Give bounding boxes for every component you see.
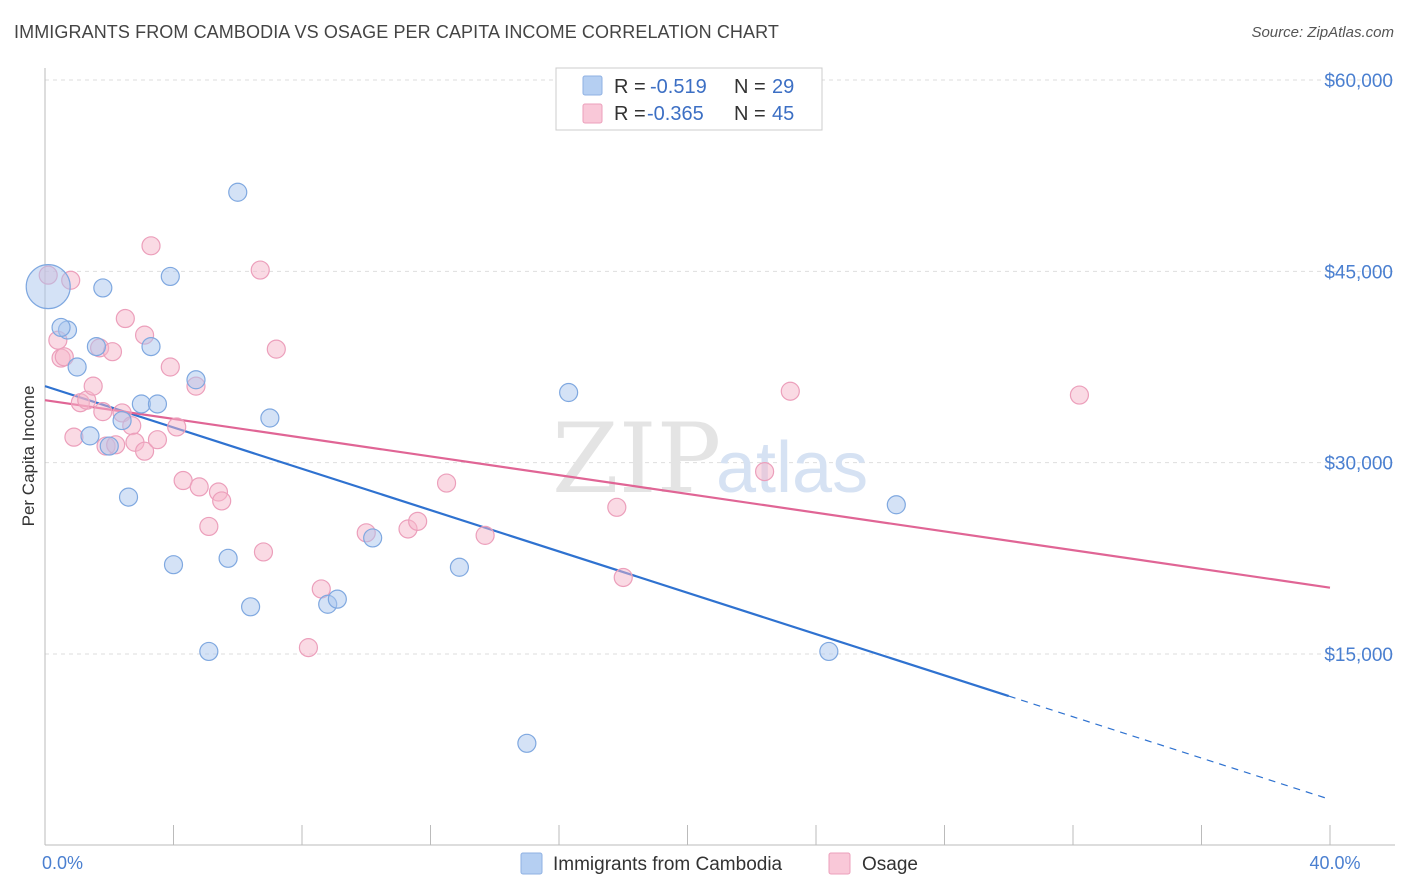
point-cambodia xyxy=(517,733,537,753)
point-cambodia xyxy=(160,266,180,287)
point-osage xyxy=(436,473,457,493)
point-osage xyxy=(189,477,209,497)
point-cambodia xyxy=(112,410,132,431)
point-osage xyxy=(475,525,495,545)
point-osage xyxy=(93,402,113,422)
point-cambodia xyxy=(141,336,161,357)
point-cambodia xyxy=(218,548,238,568)
x-tick-label: 0.0% xyxy=(42,853,83,873)
legend-n-value-osage: 45 xyxy=(772,103,794,125)
series-legend-swatch-cambodia xyxy=(520,852,543,875)
data-points xyxy=(25,182,1090,753)
point-cambodia xyxy=(241,597,261,617)
legend-n-label-cambodia: N = xyxy=(734,76,766,98)
series-legend: Immigrants from Cambodia Osage xyxy=(520,852,918,875)
watermark-zip: ZIP xyxy=(552,403,721,515)
point-cambodia xyxy=(147,394,168,414)
point-cambodia xyxy=(118,487,139,507)
legend-r-value-osage: -0.365 xyxy=(647,103,704,125)
x-tick-label: 40.0% xyxy=(1309,853,1360,873)
legend-r-label-osage: R = xyxy=(614,103,646,125)
trend-line-0 xyxy=(44,385,1010,698)
point-osage xyxy=(250,260,270,280)
point-osage xyxy=(212,491,232,511)
legend-r-label-cambodia: R = xyxy=(614,76,646,98)
legend-swatch-osage xyxy=(582,103,603,124)
x-tick-labels: 0.0% 40.0% xyxy=(42,853,1361,873)
y-tick-label: $60,000 xyxy=(1324,71,1393,92)
point-osage xyxy=(141,236,161,256)
point-osage xyxy=(253,542,274,562)
point-osage xyxy=(115,308,135,329)
point-cambodia xyxy=(93,278,113,298)
y-tick-label: $30,000 xyxy=(1324,454,1393,475)
point-cambodia xyxy=(186,370,206,390)
point-osage xyxy=(102,342,123,362)
legend-n-label-osage: N = xyxy=(734,103,766,125)
point-osage xyxy=(173,470,193,491)
point-cambodia xyxy=(163,555,184,575)
point-cambodia xyxy=(67,357,87,377)
point-cambodia xyxy=(449,557,470,577)
point-osage xyxy=(147,430,168,450)
point-cambodia xyxy=(131,394,151,414)
watermark: ZIP atlas xyxy=(552,403,868,515)
point-cambodia xyxy=(199,641,219,662)
watermark-atlas: atlas xyxy=(716,428,868,508)
point-osage xyxy=(160,357,180,377)
legend-swatch-cambodia xyxy=(582,75,603,96)
point-osage xyxy=(298,638,319,658)
point-osage xyxy=(607,497,627,517)
point-cambodia xyxy=(228,182,248,202)
y-tick-labels: $15,000 $30,000 $45,000 $60,000 xyxy=(1324,71,1393,666)
axes xyxy=(44,68,1395,846)
point-osage xyxy=(408,511,428,531)
trend-lines xyxy=(44,385,1331,800)
legend-r-value-cambodia: -0.519 xyxy=(650,76,707,98)
y-tick-label: $45,000 xyxy=(1324,262,1393,283)
point-cambodia xyxy=(99,436,119,456)
point-cambodia xyxy=(260,408,280,428)
point-osage xyxy=(83,376,103,396)
point-osage xyxy=(613,567,633,588)
series-legend-swatch-osage xyxy=(828,852,851,875)
point-cambodia xyxy=(80,426,100,446)
point-cambodia xyxy=(25,264,71,310)
point-osage xyxy=(199,516,219,537)
y-tick-label: $15,000 xyxy=(1324,645,1393,666)
point-cambodia xyxy=(86,336,107,357)
point-osage xyxy=(134,441,155,461)
legend-n-value-cambodia: 29 xyxy=(772,76,794,98)
point-osage xyxy=(266,339,286,359)
point-osage xyxy=(167,417,187,437)
stats-legend: R = -0.519 N = 29 R = -0.365 N = 45 xyxy=(555,67,823,131)
point-osage xyxy=(64,427,84,447)
y-axis-label: Per Capita Income xyxy=(19,386,38,527)
point-osage xyxy=(754,461,775,482)
chart-title: IMMIGRANTS FROM CAMBODIA VS OSAGE PER CA… xyxy=(14,22,779,42)
series-legend-label-cambodia: Immigrants from Cambodia xyxy=(553,854,783,875)
series-legend-label-osage: Osage xyxy=(862,854,918,875)
point-cambodia xyxy=(363,528,383,548)
trend-line-dashed-0 xyxy=(1008,695,1331,800)
point-osage xyxy=(780,381,800,401)
source-label: Source: ZipAtlas.com xyxy=(1251,24,1394,41)
point-osage xyxy=(1069,385,1090,405)
point-cambodia xyxy=(819,641,839,662)
point-osage xyxy=(54,347,74,367)
point-cambodia xyxy=(327,589,347,609)
point-cambodia xyxy=(559,382,579,403)
point-cambodia xyxy=(886,495,906,515)
point-cambodia xyxy=(51,317,71,338)
trend-line-1 xyxy=(44,399,1331,589)
